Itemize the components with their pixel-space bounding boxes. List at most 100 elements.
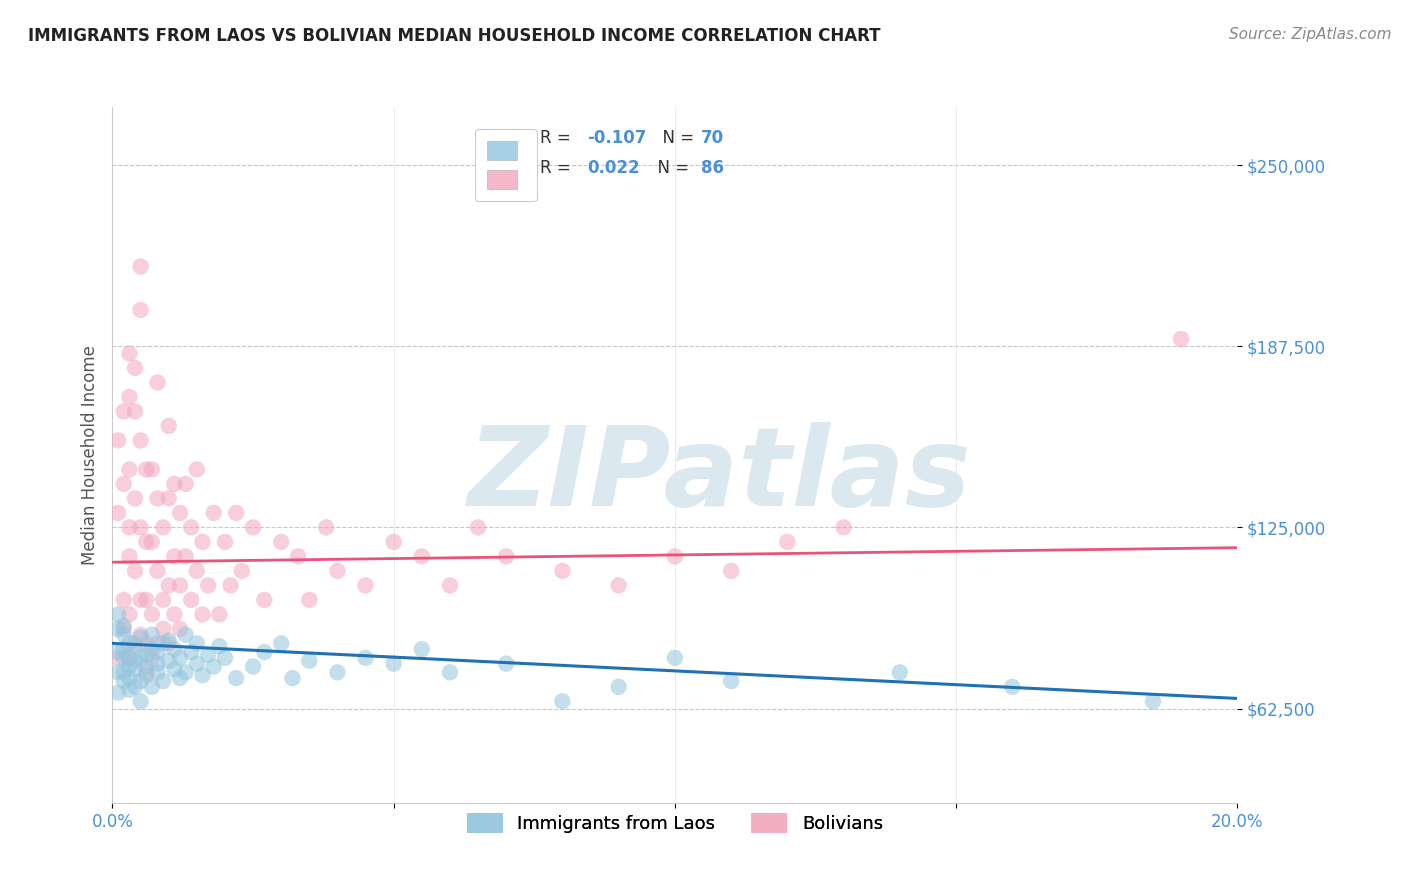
- Text: 86: 86: [700, 160, 724, 178]
- Immigrants from Laos: [141, 680, 163, 694]
- Bolivians: [118, 462, 141, 476]
- Bolivians: [219, 578, 242, 592]
- Immigrants from Laos: [202, 659, 225, 673]
- Bolivians: [315, 520, 337, 534]
- Bolivians: [242, 520, 264, 534]
- Immigrants from Laos: [169, 651, 191, 665]
- Immigrants from Laos: [191, 668, 214, 682]
- Bolivians: [135, 534, 157, 549]
- Bolivians: [495, 549, 517, 564]
- Immigrants from Laos: [208, 639, 231, 653]
- Text: Source: ZipAtlas.com: Source: ZipAtlas.com: [1229, 27, 1392, 42]
- Bolivians: [174, 549, 197, 564]
- Text: R =: R =: [540, 129, 576, 147]
- Bolivians: [129, 260, 152, 274]
- Immigrants from Laos: [242, 659, 264, 673]
- Bolivians: [180, 592, 202, 607]
- Immigrants from Laos: [186, 657, 208, 671]
- Immigrants from Laos: [439, 665, 461, 680]
- Bolivians: [112, 622, 135, 636]
- Immigrants from Laos: [124, 654, 146, 668]
- Immigrants from Laos: [1001, 680, 1024, 694]
- Bolivians: [118, 346, 141, 360]
- Immigrants from Laos: [163, 642, 186, 657]
- Immigrants from Laos: [664, 651, 686, 665]
- Immigrants from Laos: [152, 674, 174, 689]
- Bolivians: [152, 592, 174, 607]
- Bolivians: [124, 361, 146, 376]
- Immigrants from Laos: [124, 662, 146, 676]
- Text: N =: N =: [652, 129, 700, 147]
- Immigrants from Laos: [107, 665, 129, 680]
- Bolivians: [163, 549, 186, 564]
- Immigrants from Laos: [118, 651, 141, 665]
- Immigrants from Laos: [118, 659, 141, 673]
- Legend: Immigrants from Laos, Bolivians: Immigrants from Laos, Bolivians: [458, 804, 891, 842]
- Bolivians: [129, 592, 152, 607]
- Bolivians: [202, 506, 225, 520]
- Bolivians: [135, 592, 157, 607]
- Immigrants from Laos: [135, 659, 157, 673]
- Immigrants from Laos: [146, 665, 169, 680]
- Bolivians: [135, 462, 157, 476]
- Immigrants from Laos: [214, 651, 236, 665]
- Immigrants from Laos: [152, 636, 174, 650]
- Immigrants from Laos: [124, 680, 146, 694]
- Bolivians: [354, 578, 377, 592]
- Bolivians: [157, 636, 180, 650]
- Bolivians: [253, 592, 276, 607]
- Immigrants from Laos: [118, 671, 141, 685]
- Immigrants from Laos: [270, 636, 292, 650]
- Bolivians: [382, 534, 405, 549]
- Bolivians: [186, 462, 208, 476]
- Bolivians: [720, 564, 742, 578]
- Bolivians: [225, 506, 247, 520]
- Bolivians: [607, 578, 630, 592]
- Bolivians: [191, 534, 214, 549]
- Immigrants from Laos: [112, 619, 135, 633]
- Y-axis label: Median Household Income: Median Household Income: [80, 345, 98, 565]
- Bolivians: [157, 578, 180, 592]
- Immigrants from Laos: [129, 651, 152, 665]
- Bolivians: [124, 491, 146, 506]
- Immigrants from Laos: [720, 674, 742, 689]
- Bolivians: [169, 506, 191, 520]
- Bolivians: [129, 434, 152, 448]
- Bolivians: [214, 534, 236, 549]
- Immigrants from Laos: [157, 654, 180, 668]
- Bolivians: [326, 564, 349, 578]
- Immigrants from Laos: [157, 633, 180, 648]
- Immigrants from Laos: [354, 651, 377, 665]
- Bolivians: [208, 607, 231, 622]
- Immigrants from Laos: [186, 636, 208, 650]
- Immigrants from Laos: [107, 622, 129, 636]
- Bolivians: [197, 578, 219, 592]
- Bolivians: [118, 390, 141, 404]
- Bolivians: [129, 628, 152, 642]
- Bolivians: [163, 476, 186, 491]
- Immigrants from Laos: [118, 636, 141, 650]
- Bolivians: [135, 665, 157, 680]
- Bolivians: [169, 622, 191, 636]
- Immigrants from Laos: [107, 645, 129, 659]
- Bolivians: [107, 651, 129, 665]
- Immigrants from Laos: [129, 694, 152, 708]
- Bolivians: [776, 534, 799, 549]
- Immigrants from Laos: [107, 685, 129, 699]
- Bolivians: [186, 564, 208, 578]
- Immigrants from Laos: [124, 639, 146, 653]
- Immigrants from Laos: [551, 694, 574, 708]
- Bolivians: [664, 549, 686, 564]
- Bolivians: [298, 592, 321, 607]
- Bolivians: [141, 651, 163, 665]
- Immigrants from Laos: [141, 642, 163, 657]
- Immigrants from Laos: [169, 671, 191, 685]
- Bolivians: [270, 534, 292, 549]
- Bolivians: [411, 549, 433, 564]
- Text: IMMIGRANTS FROM LAOS VS BOLIVIAN MEDIAN HOUSEHOLD INCOME CORRELATION CHART: IMMIGRANTS FROM LAOS VS BOLIVIAN MEDIAN …: [28, 27, 880, 45]
- Bolivians: [141, 462, 163, 476]
- Immigrants from Laos: [889, 665, 911, 680]
- Text: -0.107: -0.107: [588, 129, 647, 147]
- Immigrants from Laos: [180, 645, 202, 659]
- Bolivians: [174, 476, 197, 491]
